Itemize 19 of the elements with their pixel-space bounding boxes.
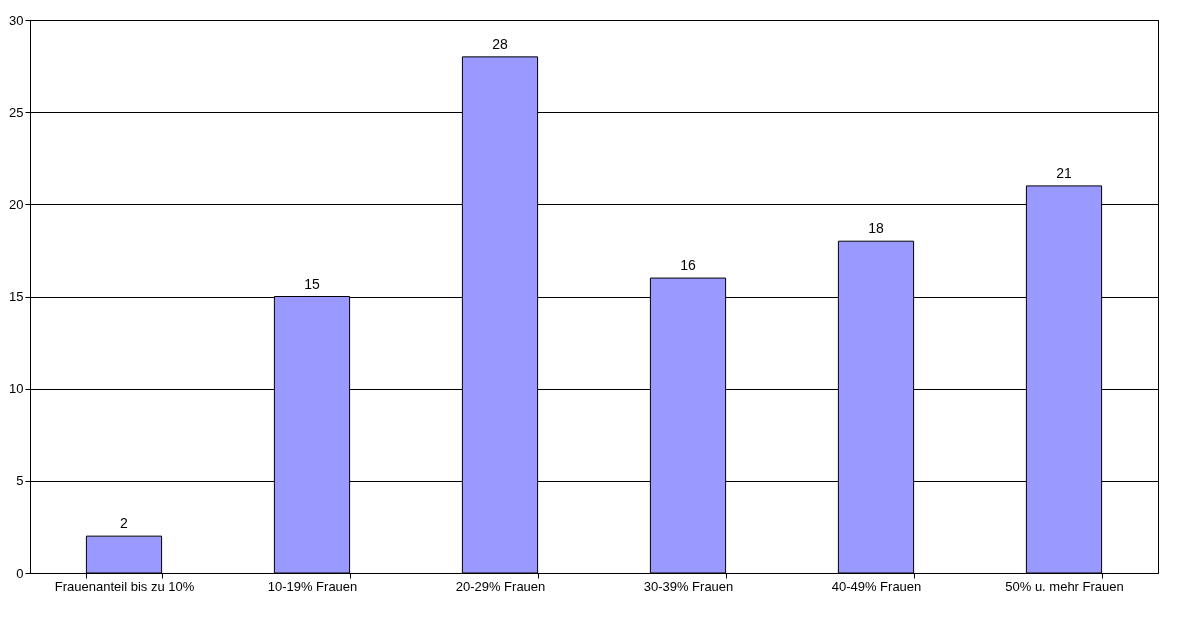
data-label: 16 <box>680 257 696 274</box>
data-label: 18 <box>868 220 884 237</box>
data-label: 2 <box>120 515 129 532</box>
x-tick-label: 30-39% Frauen <box>643 578 734 594</box>
y-tick-label: 30 <box>9 12 24 28</box>
y-tick-label: 10 <box>9 381 24 397</box>
x-tick-label: 40-49% Frauen <box>831 578 922 594</box>
y-tick-label: 5 <box>16 473 24 489</box>
data-label: 15 <box>304 275 320 292</box>
y-tick-label: 20 <box>9 196 24 212</box>
x-tick-label: 50% u. mehr Frauen <box>1005 578 1124 594</box>
data-label: 21 <box>1056 164 1072 181</box>
x-tick-label: 10-19% Frauen <box>267 578 358 594</box>
y-tick-label: 0 <box>16 565 24 581</box>
data-label: 28 <box>492 35 508 52</box>
x-tick-label: 20-29% Frauen <box>455 578 546 594</box>
y-tick-label: 25 <box>9 104 24 120</box>
x-tick-label: Frauenanteil bis zu 10% <box>54 578 195 594</box>
y-tick-label: 15 <box>9 289 24 304</box>
